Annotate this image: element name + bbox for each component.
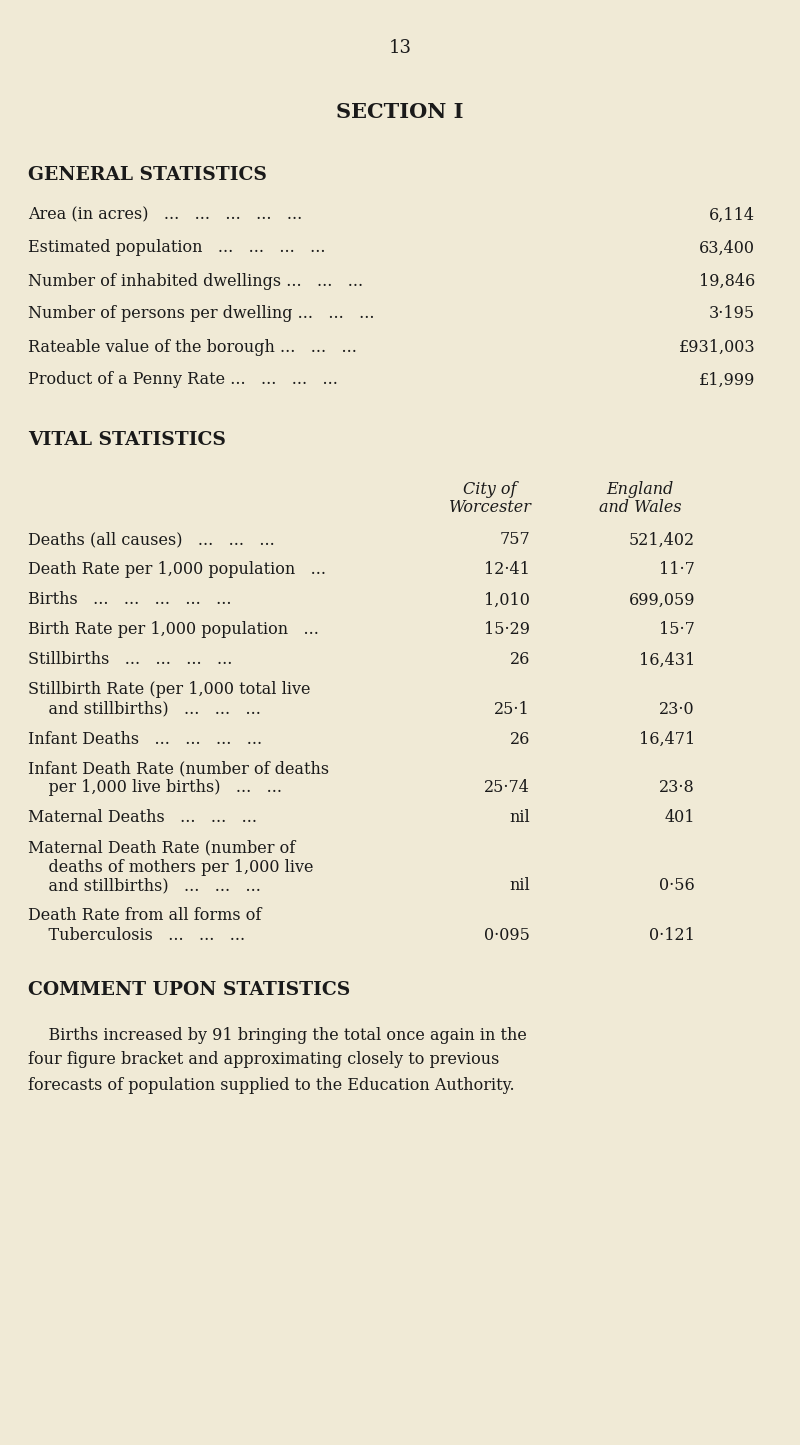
Text: GENERAL STATISTICS: GENERAL STATISTICS xyxy=(28,166,267,184)
Text: Stillbirths   ...   ...   ...   ...: Stillbirths ... ... ... ... xyxy=(28,652,232,669)
Text: 11·7: 11·7 xyxy=(659,562,695,578)
Text: Maternal Death Rate (number of: Maternal Death Rate (number of xyxy=(28,840,295,857)
Text: Area (in acres)   ...   ...   ...   ...   ...: Area (in acres) ... ... ... ... ... xyxy=(28,207,302,224)
Text: Maternal Deaths   ...   ...   ...: Maternal Deaths ... ... ... xyxy=(28,809,257,827)
Text: 0·56: 0·56 xyxy=(659,877,695,894)
Text: England: England xyxy=(606,481,674,499)
Text: Estimated population   ...   ...   ...   ...: Estimated population ... ... ... ... xyxy=(28,240,326,257)
Text: 757: 757 xyxy=(499,532,530,549)
Text: nil: nil xyxy=(510,877,530,894)
Text: 6,114: 6,114 xyxy=(709,207,755,224)
Text: £1,999: £1,999 xyxy=(698,371,755,389)
Text: 25·1: 25·1 xyxy=(494,701,530,718)
Text: four figure bracket and approximating closely to previous: four figure bracket and approximating cl… xyxy=(28,1052,499,1068)
Text: and Wales: and Wales xyxy=(598,500,682,516)
Text: Birth Rate per 1,000 population   ...: Birth Rate per 1,000 population ... xyxy=(28,621,319,639)
Text: Product of a Penny Rate ...   ...   ...   ...: Product of a Penny Rate ... ... ... ... xyxy=(28,371,338,389)
Text: Rateable value of the borough ...   ...   ...: Rateable value of the borough ... ... ..… xyxy=(28,338,357,355)
Text: 699,059: 699,059 xyxy=(629,591,695,608)
Text: nil: nil xyxy=(510,809,530,827)
Text: 23·0: 23·0 xyxy=(659,701,695,718)
Text: and stillbirths)   ...   ...   ...: and stillbirths) ... ... ... xyxy=(28,701,261,718)
Text: 12·41: 12·41 xyxy=(484,562,530,578)
Text: Infant Death Rate (number of deaths: Infant Death Rate (number of deaths xyxy=(28,760,329,777)
Text: Number of inhabited dwellings ...   ...   ...: Number of inhabited dwellings ... ... ..… xyxy=(28,273,363,289)
Text: 401: 401 xyxy=(665,809,695,827)
Text: and stillbirths)   ...   ...   ...: and stillbirths) ... ... ... xyxy=(28,877,261,894)
Text: VITAL STATISTICS: VITAL STATISTICS xyxy=(28,431,226,449)
Text: 23·8: 23·8 xyxy=(659,779,695,796)
Text: Tuberculosis   ...   ...   ...: Tuberculosis ... ... ... xyxy=(28,926,245,944)
Text: Infant Deaths   ...   ...   ...   ...: Infant Deaths ... ... ... ... xyxy=(28,731,262,747)
Text: 16,471: 16,471 xyxy=(638,731,695,747)
Text: COMMENT UPON STATISTICS: COMMENT UPON STATISTICS xyxy=(28,981,350,998)
Text: 0·095: 0·095 xyxy=(484,926,530,944)
Text: 26: 26 xyxy=(510,652,530,669)
Text: 0·121: 0·121 xyxy=(649,926,695,944)
Text: £931,003: £931,003 xyxy=(678,338,755,355)
Text: Death Rate per 1,000 population   ...: Death Rate per 1,000 population ... xyxy=(28,562,326,578)
Text: Worcester: Worcester xyxy=(449,500,531,516)
Text: 26: 26 xyxy=(510,731,530,747)
Text: 25·74: 25·74 xyxy=(484,779,530,796)
Text: 13: 13 xyxy=(389,39,411,56)
Text: 15·7: 15·7 xyxy=(659,621,695,639)
Text: Births   ...   ...   ...   ...   ...: Births ... ... ... ... ... xyxy=(28,591,231,608)
Text: Death Rate from all forms of: Death Rate from all forms of xyxy=(28,907,262,925)
Text: 521,402: 521,402 xyxy=(629,532,695,549)
Text: 63,400: 63,400 xyxy=(699,240,755,257)
Text: forecasts of population supplied to the Education Authority.: forecasts of population supplied to the … xyxy=(28,1077,514,1094)
Text: deaths of mothers per 1,000 live: deaths of mothers per 1,000 live xyxy=(28,858,314,876)
Text: 19,846: 19,846 xyxy=(698,273,755,289)
Text: 15·29: 15·29 xyxy=(484,621,530,639)
Text: 3·195: 3·195 xyxy=(709,305,755,322)
Text: 1,010: 1,010 xyxy=(484,591,530,608)
Text: 16,431: 16,431 xyxy=(638,652,695,669)
Text: Stillbirth Rate (per 1,000 total live: Stillbirth Rate (per 1,000 total live xyxy=(28,682,310,698)
Text: Number of persons per dwelling ...   ...   ...: Number of persons per dwelling ... ... .… xyxy=(28,305,374,322)
Text: SECTION I: SECTION I xyxy=(336,103,464,121)
Text: per 1,000 live births)   ...   ...: per 1,000 live births) ... ... xyxy=(28,779,282,796)
Text: Births increased by 91 bringing the total once again in the: Births increased by 91 bringing the tota… xyxy=(28,1026,527,1043)
Text: City of: City of xyxy=(463,481,517,499)
Text: Deaths (all causes)   ...   ...   ...: Deaths (all causes) ... ... ... xyxy=(28,532,274,549)
